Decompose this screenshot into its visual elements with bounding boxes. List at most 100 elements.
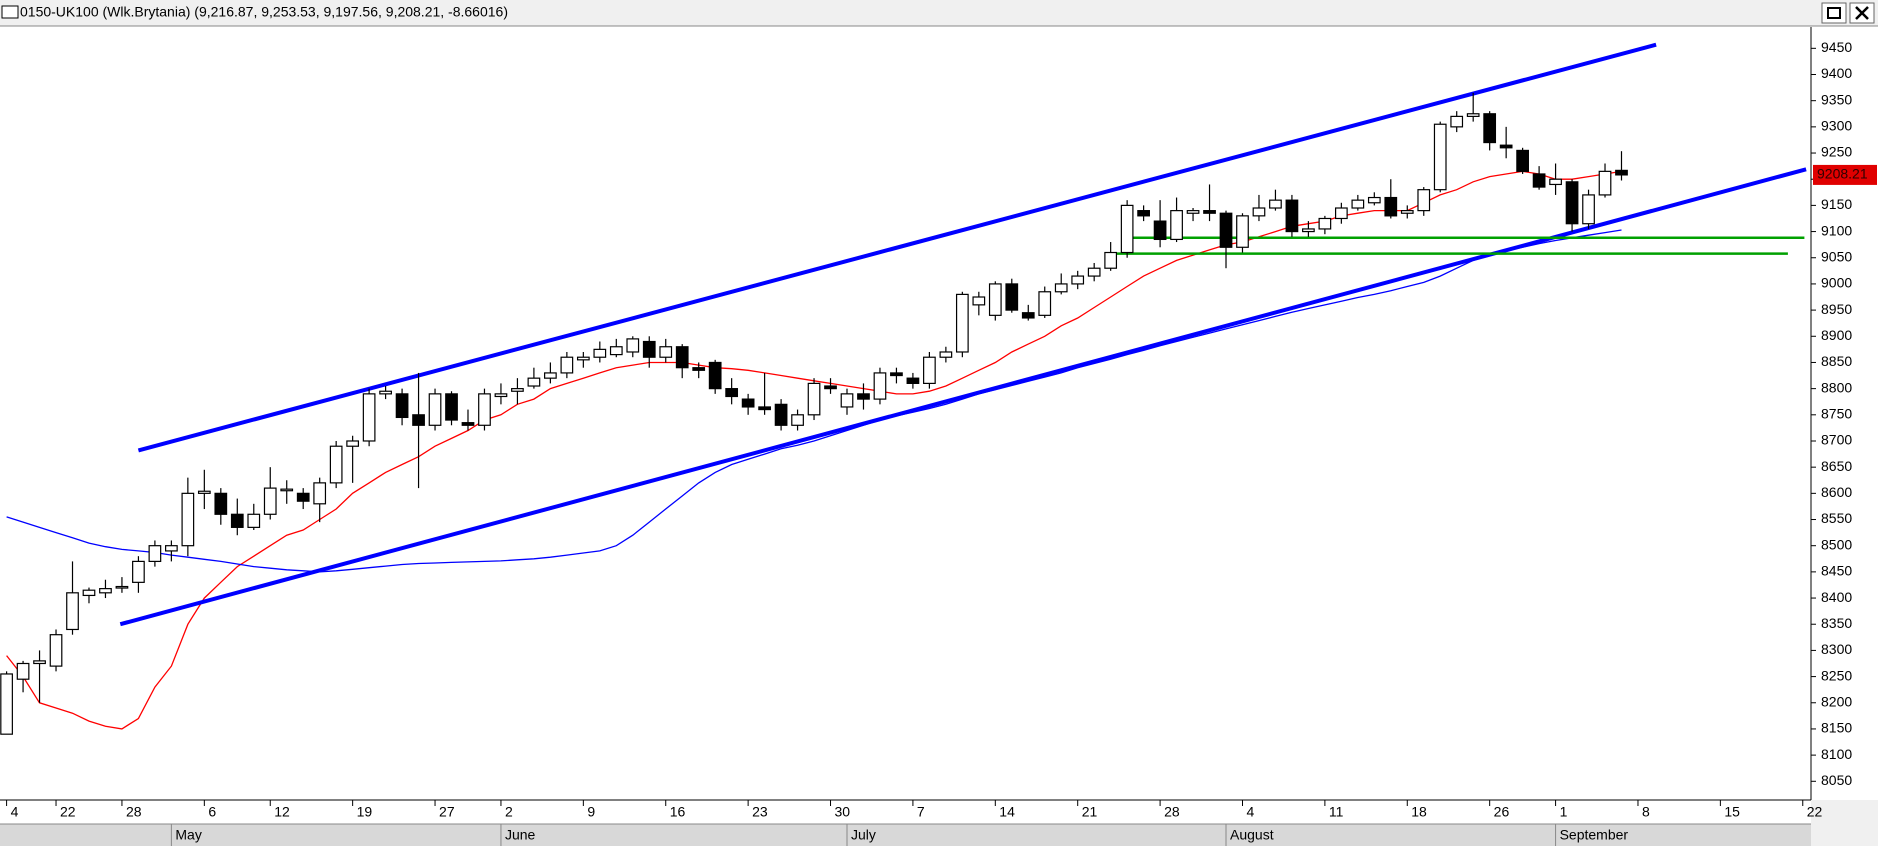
chart-title: 0150-UK100 (Wlk.Brytania) (9,216.87, 9,2… <box>20 4 508 20</box>
candle-body <box>1038 291 1052 316</box>
month-label: May <box>175 827 201 843</box>
candle-body <box>774 403 788 426</box>
candle-body <box>1285 199 1299 233</box>
y-tick-label: 8050 <box>1821 772 1852 788</box>
x-tick-label: 1 <box>1560 804 1568 820</box>
candle-body <box>626 338 640 353</box>
candle-body <box>1433 123 1447 191</box>
candle-body <box>1219 212 1233 248</box>
candle-body <box>1203 210 1216 214</box>
y-tick-label: 9000 <box>1821 275 1852 291</box>
month-label: August <box>1230 827 1274 843</box>
maximize-button[interactable] <box>1821 2 1847 24</box>
candle-body <box>379 390 392 395</box>
candle-body <box>906 377 920 384</box>
y-tick-label: 8250 <box>1821 667 1852 683</box>
y-tick-label: 9300 <box>1821 118 1852 134</box>
y-tick-label: 9350 <box>1821 91 1852 107</box>
candle-body <box>1351 199 1365 209</box>
y-tick-label: 9050 <box>1821 248 1852 264</box>
candle-body <box>115 585 129 589</box>
candle-body <box>527 377 541 387</box>
candle-body <box>66 592 79 631</box>
x-tick-label: 28 <box>126 804 142 820</box>
y-tick-label: 8800 <box>1821 379 1852 395</box>
y-tick-label: 9250 <box>1821 144 1852 160</box>
candle-body <box>560 356 574 374</box>
y-tick-label: 8900 <box>1821 327 1852 343</box>
x-tick-label: 4 <box>11 804 19 820</box>
candle-body <box>16 662 30 680</box>
y-tick-label: 8700 <box>1821 432 1852 448</box>
candle-body <box>923 356 936 384</box>
candle-body <box>1384 196 1398 217</box>
candle-body <box>1615 169 1628 176</box>
candle-body <box>1483 113 1497 144</box>
candle-body <box>197 490 211 494</box>
candle-body <box>1021 312 1035 319</box>
x-tick-label: 28 <box>1164 804 1180 820</box>
candle-body <box>214 492 228 515</box>
candle-body <box>807 382 821 416</box>
x-tick-label: 12 <box>274 804 290 820</box>
x-tick-label: 22 <box>1807 804 1823 820</box>
candle-body <box>428 393 442 426</box>
y-tick-label: 8950 <box>1821 301 1852 317</box>
x-tick-label: 16 <box>670 804 686 820</box>
candle-body <box>313 482 327 505</box>
last-price-box <box>1813 164 1877 185</box>
candle-body <box>857 393 870 400</box>
x-tick-label: 18 <box>1411 804 1427 820</box>
date-axis <box>0 800 1811 824</box>
window-icon <box>1 5 19 19</box>
candle-body <box>1565 181 1579 225</box>
x-tick-label: 21 <box>1082 804 1098 820</box>
candle-body <box>1269 199 1282 209</box>
y-tick-label: 8600 <box>1821 484 1852 500</box>
candle-body <box>329 445 343 484</box>
x-tick-label: 8 <box>1642 804 1650 820</box>
candle-body <box>840 393 854 408</box>
candle-body <box>692 367 706 371</box>
y-tick-label: 8150 <box>1821 720 1852 736</box>
candle-body <box>1005 283 1019 311</box>
candle-body <box>972 296 986 306</box>
candle-body <box>659 346 673 358</box>
y-tick-label: 8450 <box>1821 563 1852 579</box>
candle-body <box>247 513 261 528</box>
x-tick-label: 6 <box>208 804 216 820</box>
x-tick-label: 23 <box>752 804 768 820</box>
month-label: June <box>505 827 536 843</box>
candle-body <box>1137 210 1150 217</box>
candle-body <box>1236 215 1249 248</box>
candle-body <box>1582 194 1595 225</box>
candle-body <box>1450 115 1464 128</box>
candle-body <box>890 372 903 377</box>
candle-body <box>165 545 178 552</box>
x-tick-label: 15 <box>1724 804 1740 820</box>
candle-body <box>708 361 722 390</box>
y-tick-label: 9400 <box>1821 65 1852 81</box>
corner <box>1811 800 1878 846</box>
candle-body <box>1153 220 1167 241</box>
candle-body <box>642 340 656 358</box>
candle-body <box>362 393 376 442</box>
candle-body <box>1334 207 1348 220</box>
last-price-label: 9208.21 <box>1817 166 1868 182</box>
title-bar <box>0 0 1878 26</box>
y-tick-label: 8200 <box>1821 693 1852 709</box>
candle-body <box>1054 283 1068 293</box>
y-tick-label: 8650 <box>1821 458 1852 474</box>
y-tick-label: 8850 <box>1821 353 1852 369</box>
x-tick-label: 9 <box>587 804 595 820</box>
candle-body <box>148 545 162 563</box>
candle-body <box>1087 267 1101 277</box>
x-tick-label: 22 <box>60 804 76 820</box>
candle-body <box>1400 210 1414 214</box>
candle-body <box>230 513 244 528</box>
y-tick-label: 8350 <box>1821 615 1852 631</box>
y-tick-label: 8500 <box>1821 536 1852 552</box>
candle-body <box>1186 210 1200 214</box>
candle-body <box>1104 251 1118 269</box>
